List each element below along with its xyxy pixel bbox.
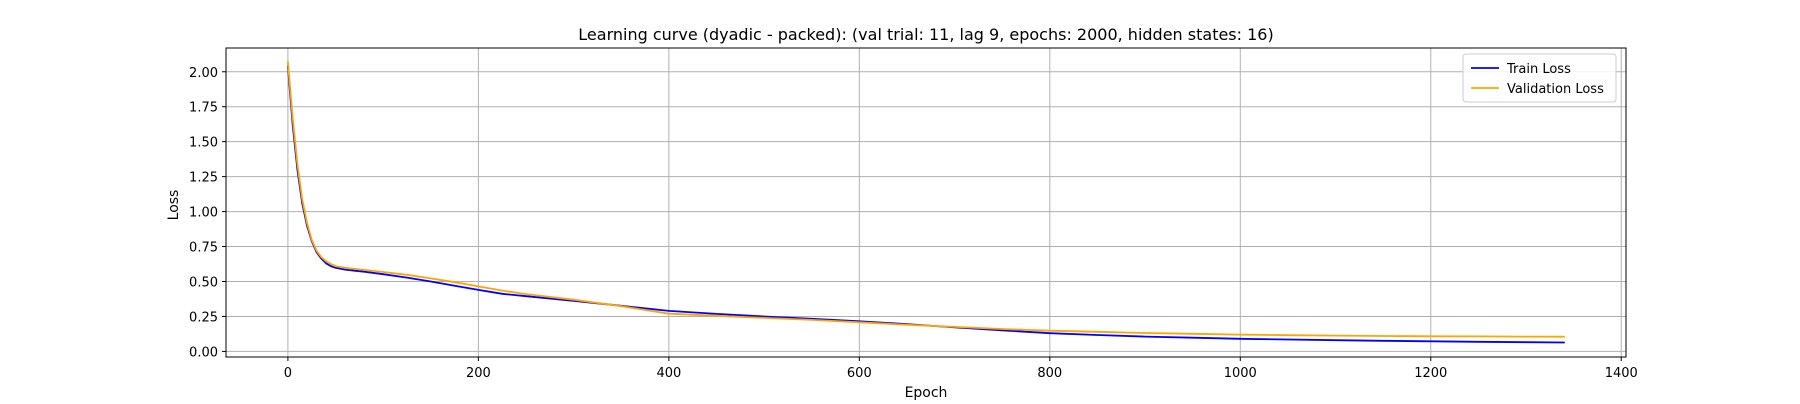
- x-axis-label: Epoch: [905, 385, 948, 400]
- y-tick-label: 1.75: [189, 101, 218, 116]
- series-line-train-loss: [286, 65, 1565, 344]
- x-tick-label: 200: [466, 366, 491, 381]
- x-tick-label: 1200: [1414, 366, 1447, 381]
- x-tick-label: 600: [847, 366, 872, 381]
- y-tick-label: 0.75: [189, 241, 218, 256]
- x-tick-label: 0: [284, 366, 292, 381]
- x-tick-label: 1400: [1605, 366, 1638, 381]
- x-tick-label: 400: [656, 366, 681, 381]
- legend-label: Train Loss: [1506, 62, 1571, 77]
- x-tick-label: 800: [1037, 366, 1062, 381]
- plot-frame: [225, 47, 1627, 358]
- y-tick-label: 1.50: [189, 136, 218, 151]
- grid-lines: [226, 48, 1626, 357]
- legend: Train Loss Validation Loss: [1462, 53, 1617, 103]
- chart-title: Learning curve (dyadic - packed): (val t…: [578, 25, 1273, 44]
- y-tick-label: 1.00: [189, 206, 218, 221]
- x-tick-label: 1000: [1224, 366, 1257, 381]
- y-axis-label: Loss: [166, 190, 182, 221]
- axis-ticks: 0 200 400 600 800 1000 1200 1400 0.00 0.25 0.50 0.7…: [189, 66, 1638, 381]
- legend-label: Validation Loss: [1507, 82, 1604, 97]
- series-lines: [286, 61, 1565, 344]
- y-tick-label: 2.00: [189, 66, 218, 81]
- y-tick-label: 0.50: [189, 275, 218, 290]
- series-line-validation-loss: [286, 61, 1565, 338]
- y-tick-label: 0.25: [189, 310, 218, 325]
- y-tick-label: 1.25: [189, 171, 218, 186]
- y-tick-label: 0.00: [189, 345, 218, 360]
- legend-box: [1462, 53, 1617, 103]
